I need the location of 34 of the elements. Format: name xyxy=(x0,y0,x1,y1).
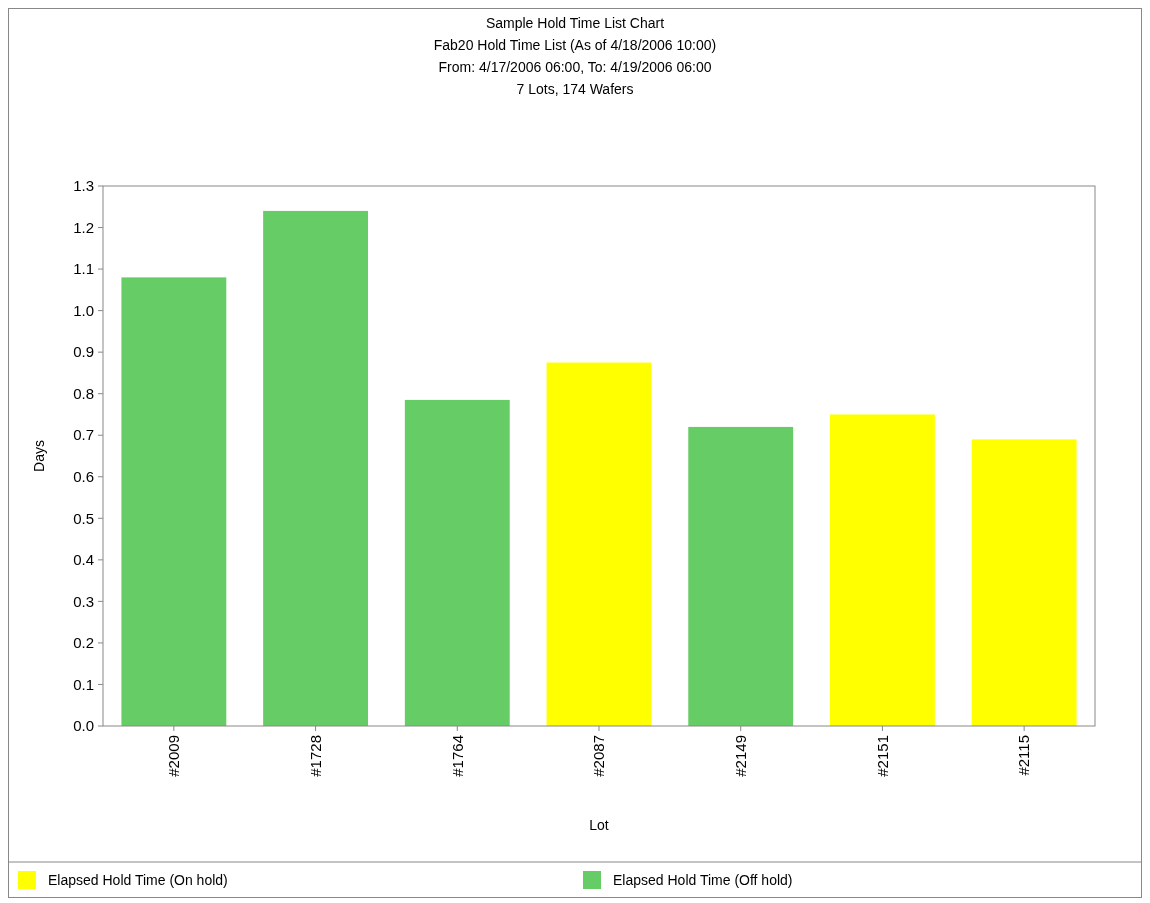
bar xyxy=(404,399,510,726)
x-tick-label: #2009 xyxy=(165,735,183,777)
y-tick-label: 1.2 xyxy=(73,218,94,236)
y-tick-label: 0.7 xyxy=(73,426,94,444)
chart-subtitle: Fab20 Hold Time List (As of 4/18/2006 10:00) From: 4/17/2006 06:00, To: 4/19/2006 06:00 7 Lots, 174 Wafers xyxy=(433,37,717,97)
bar xyxy=(829,414,935,726)
y-axis-title: Days xyxy=(31,440,47,472)
bar xyxy=(546,362,652,726)
y-tick-label: 0.6 xyxy=(73,468,94,486)
legend-label: Elapsed Hold Time (On hold) xyxy=(48,871,228,888)
y-tick-label: 0.5 xyxy=(73,509,94,527)
x-tick-label: #2115 xyxy=(1015,735,1033,776)
y-tick-label: 0.9 xyxy=(73,343,94,361)
x-tick-label: #1728 xyxy=(306,735,324,777)
y-tick-label: 0.1 xyxy=(73,675,94,693)
y-tick-label: 0.2 xyxy=(73,634,94,652)
x-tick-label: #2087 xyxy=(590,735,608,777)
legend-label: Elapsed Hold Time (Off hold) xyxy=(613,871,793,888)
y-tick-label: 1.0 xyxy=(73,301,94,319)
bar xyxy=(971,439,1077,726)
bar xyxy=(688,426,794,726)
y-tick-label: 0.0 xyxy=(73,717,94,735)
y-tick-label: 1.3 xyxy=(73,177,94,195)
x-tick-label: #2151 xyxy=(873,735,891,777)
y-tick-label: 0.8 xyxy=(73,384,94,402)
x-tick-label: #1764 xyxy=(448,735,466,777)
bar xyxy=(263,210,369,726)
bar xyxy=(121,277,227,726)
chart-title: Sample Hold Time List Chart xyxy=(485,15,665,31)
x-axis-title: Lot xyxy=(589,817,609,833)
x-tick-label: #2149 xyxy=(731,735,749,777)
y-tick-label: 0.4 xyxy=(73,551,94,569)
y-tick-label: 0.3 xyxy=(73,592,94,610)
y-tick-label: 1.1 xyxy=(73,260,94,278)
